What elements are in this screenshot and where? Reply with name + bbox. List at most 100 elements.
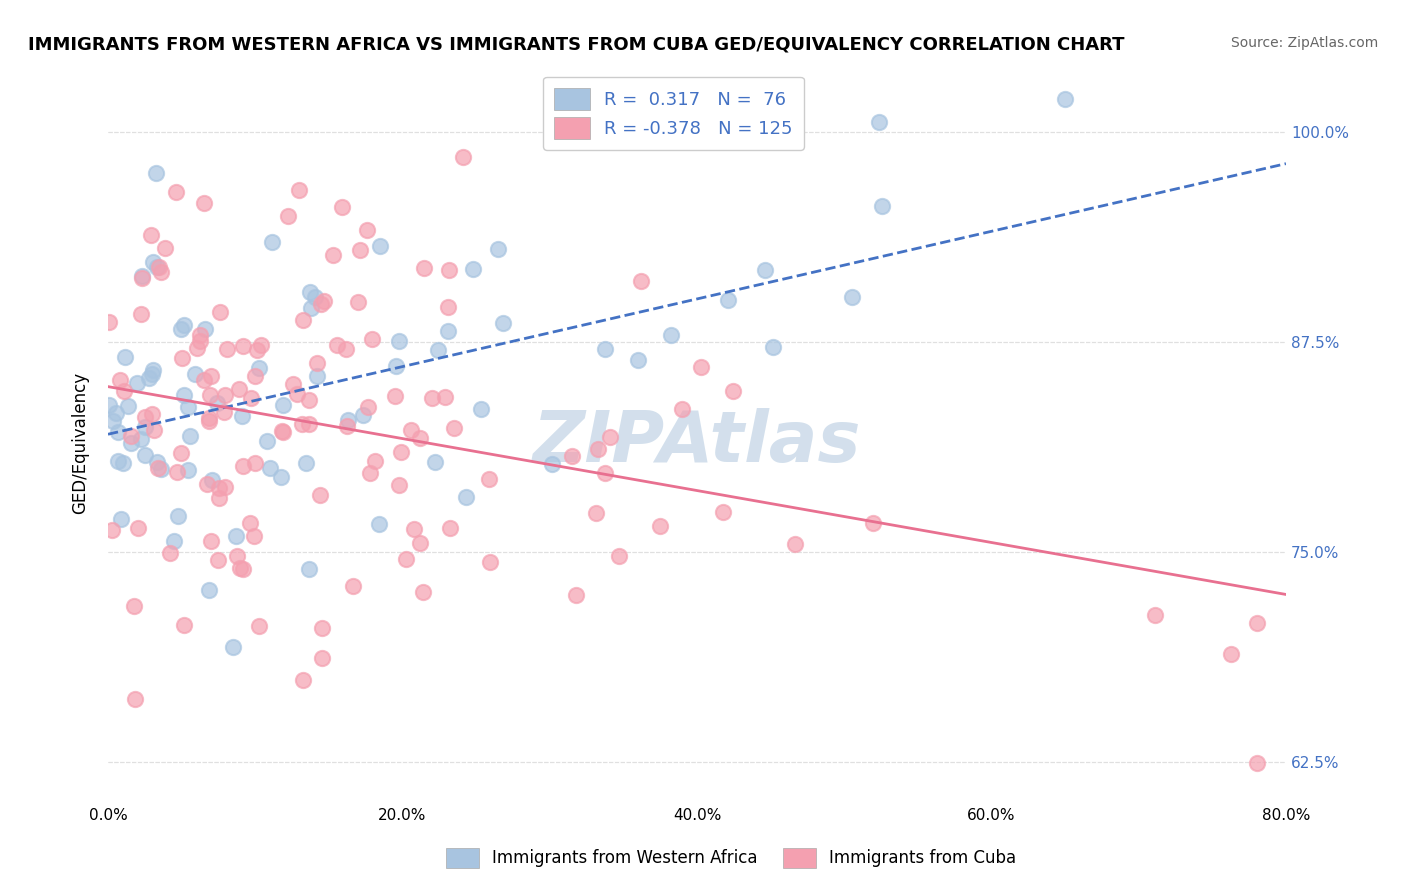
Point <box>179 429 201 443</box>
Point <box>311 650 333 665</box>
Point <box>648 518 671 533</box>
Point <box>870 199 893 213</box>
Point <box>1246 756 1268 771</box>
Point <box>402 522 425 536</box>
Point <box>565 588 588 602</box>
Point <box>228 382 250 396</box>
Point <box>352 409 374 423</box>
Point <box>291 313 314 327</box>
Point <box>194 322 217 336</box>
Point <box>120 429 142 443</box>
Point <box>117 400 139 414</box>
Point <box>671 401 693 416</box>
Point <box>389 444 412 458</box>
Point <box>412 585 434 599</box>
Point <box>486 242 509 256</box>
Point <box>541 458 564 472</box>
Point <box>470 401 492 416</box>
Point <box>454 490 477 504</box>
Point <box>298 417 321 432</box>
Point <box>141 408 163 422</box>
Point <box>208 482 231 496</box>
Point <box>243 368 266 383</box>
Point <box>451 150 474 164</box>
Point <box>173 318 195 333</box>
Point <box>145 166 167 180</box>
Point <box>491 316 513 330</box>
Point <box>342 579 364 593</box>
Point <box>101 414 124 428</box>
Point <box>131 271 153 285</box>
Point <box>299 301 322 315</box>
Point <box>326 338 349 352</box>
Point <box>305 369 328 384</box>
Point <box>207 553 229 567</box>
Point <box>111 457 134 471</box>
Point <box>142 363 165 377</box>
Point <box>214 480 236 494</box>
Point <box>270 469 292 483</box>
Point <box>129 307 152 321</box>
Point <box>134 409 156 424</box>
Point <box>478 472 501 486</box>
Point <box>146 260 169 274</box>
Point <box>862 516 884 531</box>
Point <box>200 534 222 549</box>
Point <box>134 448 156 462</box>
Point <box>356 222 378 236</box>
Point <box>170 322 193 336</box>
Point <box>231 409 253 424</box>
Point <box>287 182 309 196</box>
Point <box>304 291 326 305</box>
Point <box>104 407 127 421</box>
Point <box>1054 92 1077 106</box>
Point <box>127 521 149 535</box>
Point <box>231 562 253 576</box>
Point <box>388 334 411 348</box>
Point <box>155 241 177 255</box>
Point <box>271 398 294 412</box>
Point <box>336 413 359 427</box>
Point <box>363 454 385 468</box>
Point <box>108 373 131 387</box>
Point <box>357 400 380 414</box>
Point <box>122 599 145 613</box>
Point <box>198 414 221 428</box>
Point <box>107 454 129 468</box>
Point <box>368 239 391 253</box>
Point <box>98 315 121 329</box>
Point <box>129 432 152 446</box>
Point <box>607 549 630 564</box>
Point <box>138 370 160 384</box>
Point <box>690 359 713 374</box>
Point <box>201 473 224 487</box>
Point <box>173 618 195 632</box>
Point <box>256 434 278 449</box>
Point <box>439 521 461 535</box>
Point <box>292 673 315 687</box>
Point <box>112 384 135 399</box>
Legend: Immigrants from Western Africa, Immigrants from Cuba: Immigrants from Western Africa, Immigran… <box>439 841 1024 875</box>
Point <box>298 393 321 408</box>
Y-axis label: GED/Equivalency: GED/Equivalency <box>72 372 89 514</box>
Point <box>347 295 370 310</box>
Point <box>250 337 273 351</box>
Point <box>479 555 502 569</box>
Point <box>200 368 222 383</box>
Point <box>101 523 124 537</box>
Point <box>281 377 304 392</box>
Point <box>461 262 484 277</box>
Point <box>124 691 146 706</box>
Point <box>309 488 332 502</box>
Point <box>141 227 163 242</box>
Point <box>131 269 153 284</box>
Point <box>426 343 449 358</box>
Point <box>163 533 186 548</box>
Point <box>436 324 458 338</box>
Point <box>167 509 190 524</box>
Point <box>184 367 207 381</box>
Point <box>193 373 215 387</box>
Point <box>359 467 381 481</box>
Point <box>188 327 211 342</box>
Point <box>335 342 357 356</box>
